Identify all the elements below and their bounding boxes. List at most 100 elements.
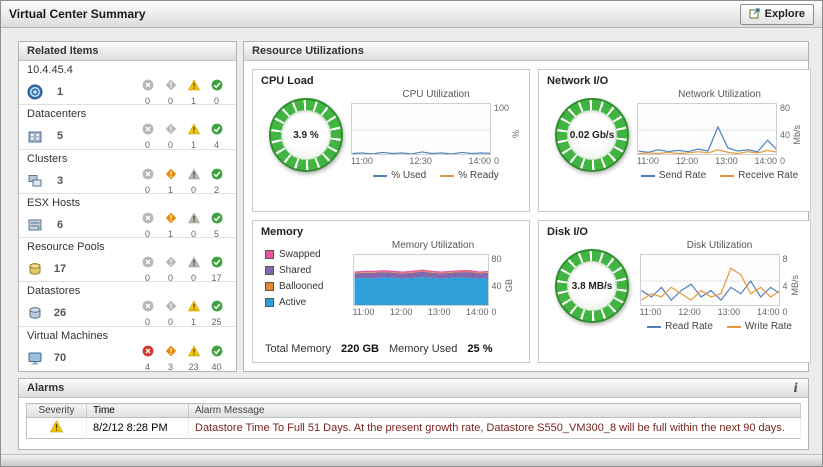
warning-status[interactable]: 0 [182, 167, 205, 195]
y-tick-label: 40 [780, 129, 791, 140]
fatal-icon [142, 122, 154, 139]
fatal-status[interactable]: 0 [136, 299, 159, 327]
info-icon[interactable]: i [793, 381, 798, 395]
fatal-status[interactable]: 0 [136, 211, 159, 239]
normal-count: 2 [213, 184, 219, 195]
warning-status[interactable]: 1 [182, 122, 205, 150]
alarms-col-severity[interactable]: Severity [26, 403, 87, 418]
normal-status[interactable]: 17 [205, 255, 228, 283]
warning-count: 0 [190, 184, 196, 195]
memory-used-value: 25 % [467, 343, 493, 355]
critical-status[interactable]: 1 [159, 167, 182, 195]
x-tick-label: 14:00 [754, 156, 778, 166]
x-tick-label: 12:00 [675, 156, 699, 166]
critical-icon [165, 299, 177, 316]
related-item-label[interactable]: ESX Hosts [27, 196, 81, 209]
memory-x-axis: 11:00 12:00 13:00 14:00 [353, 307, 489, 317]
legend-swatch [726, 325, 741, 328]
critical-count: 0 [167, 273, 173, 284]
alarm-row[interactable]: 8/2/12 8:28 PM Datastore Time To Full 51… [26, 417, 801, 439]
critical-status[interactable]: 0 [159, 299, 182, 327]
critical-status[interactable]: 1 [159, 211, 182, 239]
cpu-utilization-chart [351, 103, 491, 155]
legend-item: Active [265, 297, 345, 308]
critical-status[interactable]: 0 [159, 78, 182, 106]
related-item-count: 1 [56, 86, 64, 98]
y-tick-label: 0 [491, 307, 497, 317]
legend-item: % Ready [440, 170, 499, 181]
fatal-status[interactable]: 0 [136, 167, 159, 195]
warning-status[interactable]: 0 [182, 255, 205, 283]
legend-label: Active [279, 297, 307, 308]
normal-status[interactable]: 5 [205, 211, 228, 239]
related-item-10-4-45-4: 10.4.45.4 1 0 0 1 0 [19, 61, 236, 106]
fatal-icon [142, 255, 154, 272]
normal-status[interactable]: 25 [205, 299, 228, 327]
explore-label: Explore [764, 8, 805, 20]
disk-io-gauge[interactable]: 3.8 MB/s [555, 249, 630, 323]
memory-utilization-chart [352, 254, 489, 306]
critical-status[interactable]: 0 [159, 255, 182, 283]
fatal-icon [142, 211, 154, 228]
network-io-gauge[interactable]: 0.02 Gb/s [555, 98, 630, 172]
critical-icon [165, 122, 177, 139]
x-tick-label: 14:00 [465, 307, 489, 317]
y-tick-label: 100 [494, 103, 510, 113]
related-item-label[interactable]: Datastores [27, 285, 81, 298]
normal-count: 17 [211, 273, 222, 284]
memory-tile: Memory Swapped Shared Ballooned Active Memo… [252, 220, 531, 363]
related-item-virtual-machines: Virtual Machines 70 4 3 23 40 [19, 327, 236, 372]
memory-summary: Total Memory 220 GB Memory Used 25 % [265, 343, 493, 355]
normal-status[interactable]: 40 [205, 344, 228, 372]
status-counts: 4 3 23 40 [136, 344, 228, 372]
warning-icon [187, 78, 200, 95]
normal-count: 25 [211, 317, 222, 328]
alarms-col-time[interactable]: Time [86, 403, 189, 418]
disk-io-tile: Disk I/O 3.8 MB/s Disk Utilization 11:00… [538, 220, 812, 363]
normal-icon [211, 299, 223, 316]
network-y-unit-label: Mb/s [792, 124, 803, 145]
fatal-status[interactable]: 0 [136, 255, 159, 283]
resource-utilizations-header: Resource Utilizations [244, 42, 808, 61]
normal-status[interactable]: 0 [205, 78, 228, 106]
fatal-status[interactable]: 0 [136, 122, 159, 150]
related-item-count: 6 [56, 218, 64, 231]
cpu-x-axis: 11:00 12:30 14:00 [351, 156, 491, 166]
legend-swatch [440, 174, 455, 177]
critical-count: 1 [167, 228, 173, 239]
cpu-load-gauge[interactable]: 3.9 % [269, 98, 343, 172]
x-tick-label: 11:00 [351, 156, 373, 166]
normal-status[interactable]: 2 [205, 167, 228, 195]
critical-count: 0 [167, 140, 173, 151]
critical-status[interactable]: 3 [159, 344, 182, 372]
warning-status[interactable]: 0 [182, 211, 205, 239]
explore-button[interactable]: Explore [739, 3, 814, 25]
related-item-count: 70 [53, 351, 67, 364]
critical-status[interactable]: 0 [159, 122, 182, 150]
warning-status[interactable]: 23 [182, 344, 205, 372]
legend-label: Ballooned [279, 281, 324, 292]
legend-item: Swapped [265, 249, 345, 260]
related-item-label[interactable]: Resource Pools [27, 241, 105, 254]
x-tick-label: 11:00 [639, 307, 662, 317]
related-item-label[interactable]: Datacenters [27, 108, 87, 121]
related-item-label[interactable]: Virtual Machines [27, 329, 109, 342]
network-utilization-chart [637, 103, 778, 155]
warning-count: 1 [190, 96, 196, 106]
related-item-label[interactable]: Clusters [27, 152, 68, 165]
legend-item: Ballooned [265, 281, 345, 292]
cpu-y-axis: 100 0 [491, 103, 511, 166]
warning-status[interactable]: 1 [182, 299, 205, 327]
warning-status[interactable]: 1 [182, 78, 205, 106]
total-memory-label: Total Memory [265, 343, 332, 355]
memory-utilization-chart-title: Memory Utilization [391, 240, 475, 251]
fatal-status[interactable]: 0 [136, 78, 159, 106]
fatal-status[interactable]: 4 [136, 344, 159, 372]
status-counts: 0 0 1 25 [136, 299, 228, 327]
alarms-col-message[interactable]: Alarm Message [188, 403, 801, 418]
related-item-label[interactable]: 10.4.45.4 [27, 64, 73, 76]
network-utilization-chart-title: Network Utilization [678, 89, 761, 100]
legend-swatch [640, 174, 655, 177]
normal-status[interactable]: 4 [205, 122, 228, 150]
legend-label: % Used [391, 170, 427, 181]
